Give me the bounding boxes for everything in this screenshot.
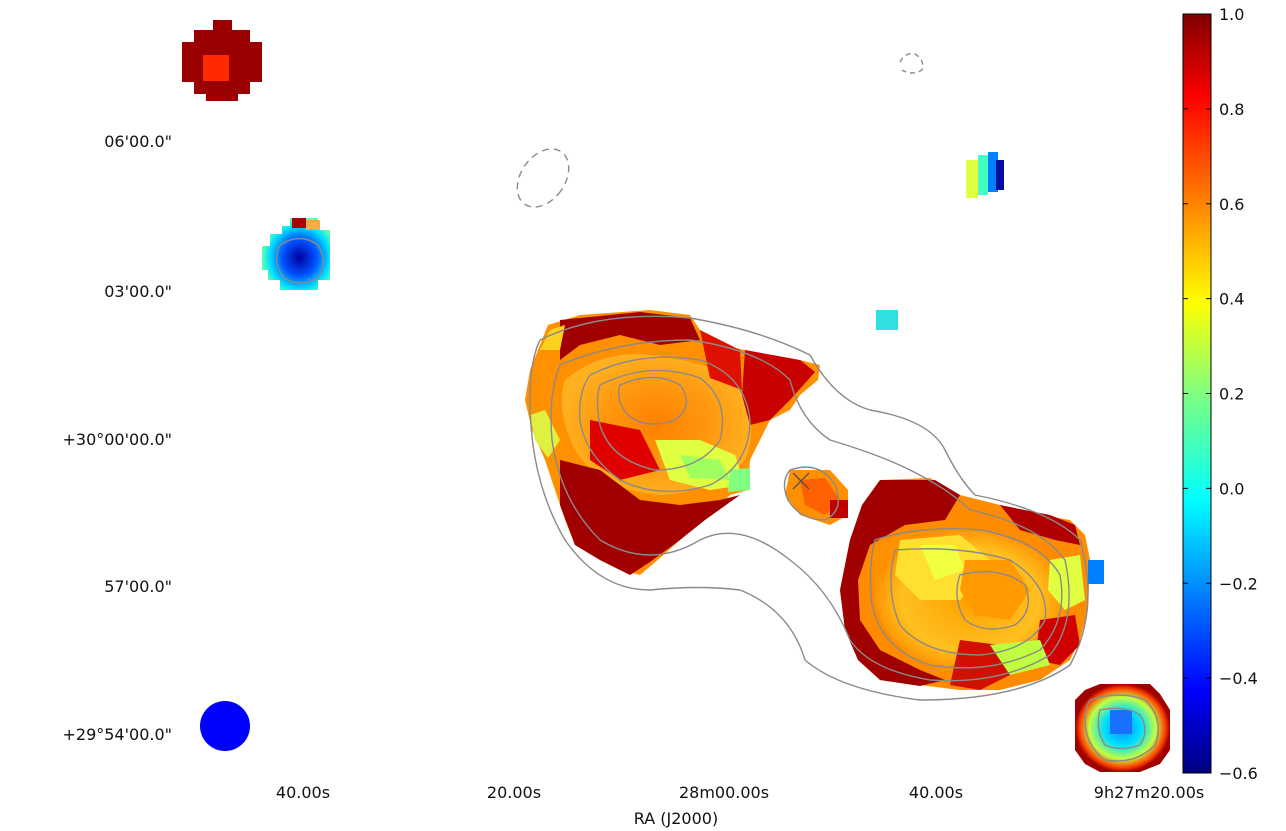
- colorbar-tick-label: −0.2: [1219, 574, 1258, 593]
- y-axis: 06'00.0" 03'00.0" +30°00'00.0" 57'00.0" …: [62, 132, 172, 744]
- x-tick-label: 40.00s: [909, 783, 963, 802]
- y-tick-label: +29°54'00.0": [62, 725, 172, 744]
- colorbar-tick-label: 0.4: [1219, 290, 1244, 309]
- map-area: [182, 20, 1170, 772]
- beam: [200, 701, 250, 751]
- colorbar-tick-label: −0.6: [1219, 764, 1258, 783]
- cyan-pixel: [876, 310, 898, 330]
- x-tick-label: 28m00.00s: [679, 783, 769, 802]
- background-source-w: [262, 218, 330, 290]
- x-tick-label: 9h27m20.00s: [1094, 783, 1204, 802]
- y-tick-label: +30°00'00.0": [62, 430, 172, 449]
- y-tick-label: 03'00.0": [104, 282, 172, 301]
- colorbar-tick-label: −0.4: [1219, 669, 1258, 688]
- x-axis-label: RA (J2000): [634, 809, 718, 828]
- y-tick-label: 06'00.0": [104, 132, 172, 151]
- colorbar-tick-label: 0.8: [1219, 100, 1244, 119]
- background-source-nw: [182, 20, 262, 101]
- colorbar: 1.0 0.8 0.6 0.4 0.2 0.0 −0.2 −0.4 −0.6: [1182, 5, 1258, 783]
- background-source-se: [1075, 684, 1170, 772]
- x-tick-label: 20.00s: [487, 783, 541, 802]
- y-tick-label: 57'00.0": [104, 577, 172, 596]
- contours: [276, 52, 1159, 762]
- x-axis: 40.00s 20.00s 28m00.00s 40.00s 9h27m20.0…: [276, 783, 1204, 828]
- x-tick-label: 40.00s: [276, 783, 330, 802]
- colorbar-tick-label: 0.6: [1219, 195, 1244, 214]
- background-source-ne: [966, 152, 1004, 198]
- core: [785, 470, 848, 525]
- colorbar-tick-label: 1.0: [1219, 5, 1244, 24]
- north-lobe: [525, 310, 820, 575]
- south-lobe: [840, 478, 1104, 690]
- colorbar-tick-label: 0.2: [1219, 385, 1244, 404]
- host-marker: [792, 472, 810, 490]
- colorbar-tick-label: 0.0: [1219, 479, 1244, 498]
- colorbar-ticks: 1.0 0.8 0.6 0.4 0.2 0.0 −0.2 −0.4 −0.6: [1183, 5, 1258, 783]
